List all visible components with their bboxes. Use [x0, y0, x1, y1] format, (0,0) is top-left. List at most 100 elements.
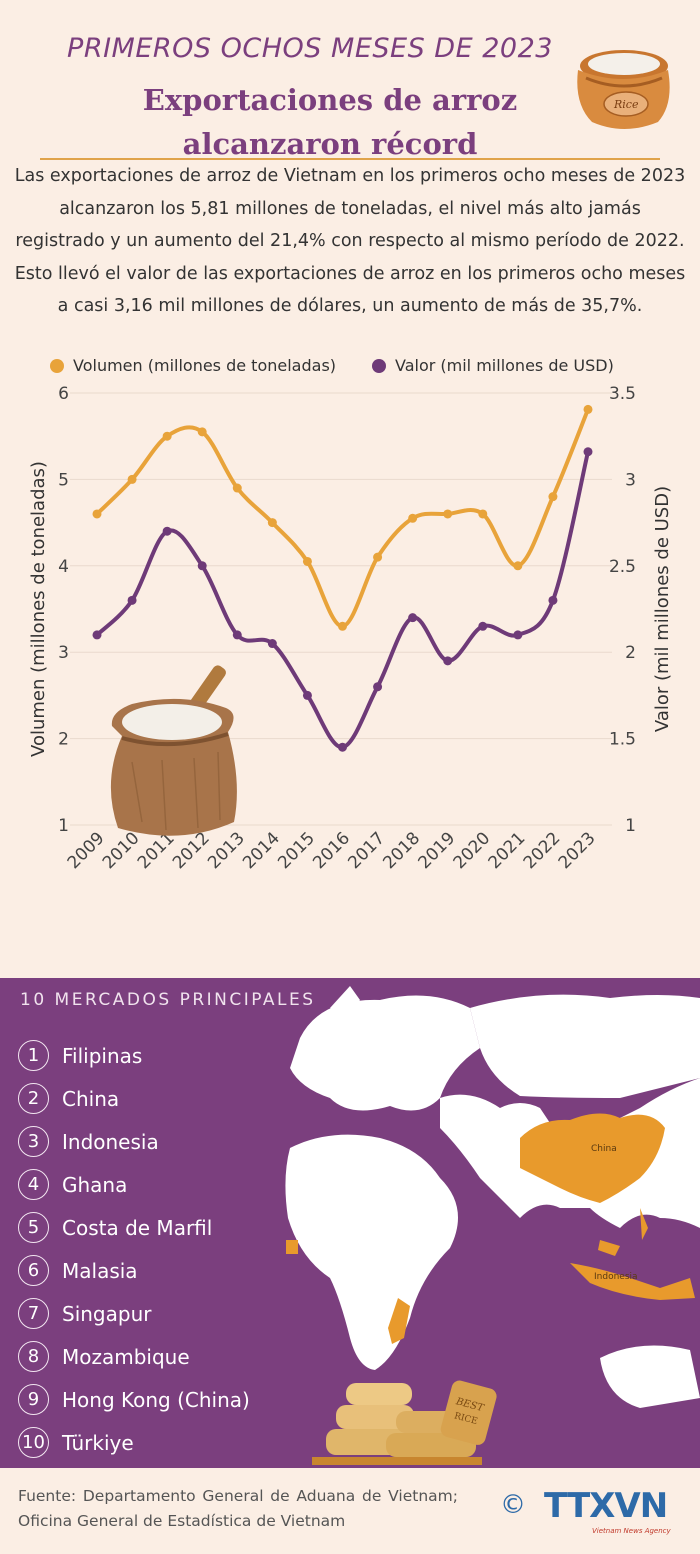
rank-badge: 9 — [18, 1384, 49, 1415]
rank-badge: 3 — [18, 1126, 49, 1157]
list-item: 10 Türkiye — [18, 1421, 250, 1464]
data-point-volume — [92, 509, 102, 519]
x-tick-label: 2018 — [379, 828, 424, 873]
legend-value-dot — [372, 358, 386, 373]
y-left-tick-label: 2 — [58, 730, 69, 750]
list-item: 6 Malasia — [18, 1249, 250, 1292]
data-point-volume — [373, 552, 383, 562]
map-label-indonesia: Indonesia — [594, 1272, 638, 1282]
logo-text: TTXVN — [544, 1486, 668, 1526]
data-point-volume — [548, 492, 558, 502]
ttxvn-logo: © TTXVN Vietnam News Agency — [500, 1484, 690, 1540]
footer: Fuente: Departamento General de Aduana d… — [0, 1468, 700, 1554]
data-point-value — [127, 595, 137, 605]
data-point-value — [92, 630, 102, 640]
page-title: Exportaciones de arroz alcanzaron récord — [0, 78, 660, 166]
market-name: Hong Kong (China) — [62, 1387, 250, 1412]
y-left-axis-label: Volumen (millones de toneladas) — [28, 461, 49, 757]
data-point-value — [443, 656, 453, 666]
y-right-tick-label: 2.5 — [609, 557, 636, 577]
x-tick-label: 2021 — [485, 828, 530, 873]
x-tick-label: 2016 — [309, 828, 354, 873]
copyright-icon: © — [500, 1490, 526, 1520]
y-right-tick-label: 1.5 — [609, 730, 636, 750]
market-name: Malasia — [62, 1258, 138, 1283]
data-point-value — [548, 595, 558, 605]
y-right-axis-label: Valor (mil millones de USD) — [652, 486, 673, 732]
data-point-volume — [162, 431, 172, 441]
x-tick-label: 2022 — [520, 828, 565, 873]
y-left-tick-label: 5 — [58, 470, 69, 490]
legend-value: Valor (mil millones de USD) — [372, 356, 614, 375]
market-name: China — [62, 1086, 120, 1111]
legend-volume-label: Volumen (millones de toneladas) — [73, 356, 337, 375]
data-point-volume — [127, 474, 137, 484]
market-name: Indonesia — [62, 1129, 159, 1154]
x-tick-label: 2020 — [450, 828, 495, 873]
list-item: 8 Mozambique — [18, 1335, 250, 1378]
map-label-china: China — [591, 1144, 617, 1154]
list-item: 9 Hong Kong (China) — [18, 1378, 250, 1421]
data-point-value — [267, 639, 277, 649]
data-point-value — [338, 742, 347, 752]
x-tick-label: 2023 — [555, 828, 600, 873]
rice-sacks-illustration: BEST RICE — [312, 1380, 497, 1465]
y-right-tick-label: 1 — [625, 816, 636, 836]
list-item: 3 Indonesia — [18, 1120, 250, 1163]
rank-badge: 7 — [18, 1298, 49, 1329]
data-point-volume — [338, 621, 347, 631]
data-point-value — [513, 630, 523, 640]
list-item: 7 Singapur — [18, 1292, 250, 1335]
data-point-volume — [513, 561, 523, 571]
y-left-tick-label: 3 — [58, 643, 69, 663]
market-name: Ghana — [62, 1172, 128, 1197]
data-point-volume — [267, 518, 277, 528]
data-point-value — [478, 621, 488, 631]
logo-subtitle: Vietnam News Agency — [592, 1527, 671, 1535]
list-item: 5 Costa de Marfil — [18, 1206, 250, 1249]
title-line-2: alcanzaron récord — [182, 127, 478, 161]
data-point-value — [197, 561, 207, 571]
market-name: Singapur — [62, 1301, 152, 1326]
y-left-tick-label: 4 — [58, 557, 69, 577]
y-left-tick-label: 1 — [58, 816, 69, 836]
y-right-tick-label: 3 — [625, 470, 636, 490]
y-right-tick-label: 2 — [625, 643, 636, 663]
rank-badge: 8 — [18, 1341, 49, 1372]
line-chart: 1 1 2 1.5 3 2 4 2.5 5 3 6 3.5 Volumen (millones de t… — [28, 384, 673, 873]
rank-badge: 1 — [18, 1040, 49, 1071]
data-point-volume — [197, 427, 207, 437]
x-tick-label: 2017 — [344, 828, 389, 873]
rank-badge: 4 — [18, 1169, 49, 1200]
data-point-value — [373, 682, 383, 692]
series-line-volume — [95, 407, 590, 629]
rice-bag-icon: Rice — [577, 50, 670, 129]
data-point-volume — [232, 483, 242, 493]
data-point-volume — [408, 513, 418, 523]
x-tick-label: 2019 — [415, 828, 460, 873]
title-line-1: Exportaciones de arroz — [142, 83, 518, 117]
world-map — [285, 986, 700, 1408]
data-point-value — [162, 526, 172, 536]
list-item: 1 Filipinas — [18, 1034, 250, 1077]
legend-volume-dot — [50, 358, 64, 373]
list-item: 4 Ghana — [18, 1163, 250, 1206]
market-name: Mozambique — [62, 1344, 190, 1369]
data-point-value — [408, 613, 418, 623]
market-name: Costa de Marfil — [62, 1215, 213, 1240]
source-note: Fuente: Departamento General de Aduana d… — [18, 1487, 458, 1530]
x-tick-label: 2015 — [274, 828, 319, 873]
rank-badge: 6 — [18, 1255, 49, 1286]
data-point-volume — [302, 556, 312, 566]
chart-legend: Volumen (millones de toneladas) Valor (m… — [0, 356, 700, 380]
y-left-tick-label: 6 — [58, 384, 69, 404]
data-point-volume — [443, 509, 453, 519]
svg-text:Rice: Rice — [613, 98, 639, 111]
markets-title: 10 MERCADOS PRINCIPALES — [20, 990, 316, 1010]
y-right-tick-label: 3.5 — [609, 384, 636, 404]
legend-volume: Volumen (millones de toneladas) — [50, 356, 336, 375]
markets-panel: 10 MERCADOS PRINCIPALES 1 Filipinas 2 Chin… — [0, 978, 700, 1468]
list-item: 2 China — [18, 1077, 250, 1120]
rank-badge: 10 — [18, 1427, 49, 1458]
intro-paragraph: Las exportaciones de arroz de Vietnam en… — [14, 166, 686, 316]
